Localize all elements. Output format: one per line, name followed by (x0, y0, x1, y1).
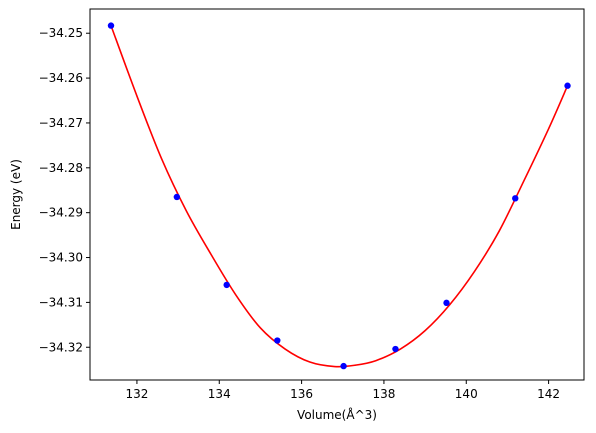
data-point (512, 195, 519, 202)
data-point (223, 281, 230, 289)
x-tick-label: 136 (290, 387, 313, 401)
data-point (443, 299, 450, 307)
y-tick-label: −34.25 (39, 26, 83, 40)
x-tick-label: 142 (537, 387, 560, 401)
plot-frame (89, 8, 585, 381)
y-tick-label: −34.26 (39, 71, 83, 85)
y-axis-ticks: −34.25 −34.26 −34.27 −34.28 −34.29 −34.30 −34.… (39, 26, 90, 354)
y-tick-label: −34.28 (39, 161, 83, 175)
data-point (564, 82, 571, 89)
data-point (274, 337, 281, 344)
data-point (173, 193, 181, 201)
data-points-layer (107, 22, 571, 370)
y-tick-label: −34.27 (39, 116, 83, 130)
y-tick-label: −34.32 (39, 340, 83, 354)
x-tick-label: 132 (125, 387, 148, 401)
x-axis-ticks: 132 134 136 138 140 142 (125, 380, 560, 401)
y-tick-label: −34.29 (39, 206, 83, 220)
y-axis-label: Energy (eV) (9, 159, 23, 230)
data-point (340, 362, 347, 370)
x-tick-label: 138 (372, 387, 395, 401)
y-tick-label: −34.31 (39, 295, 83, 309)
data-point (392, 345, 399, 353)
x-axis-label: Volume(Å^3) (297, 407, 377, 422)
x-tick-label: 140 (455, 387, 478, 401)
x-tick-label: 134 (208, 387, 231, 401)
data-point (107, 22, 115, 29)
y-tick-label: −34.30 (39, 251, 83, 265)
